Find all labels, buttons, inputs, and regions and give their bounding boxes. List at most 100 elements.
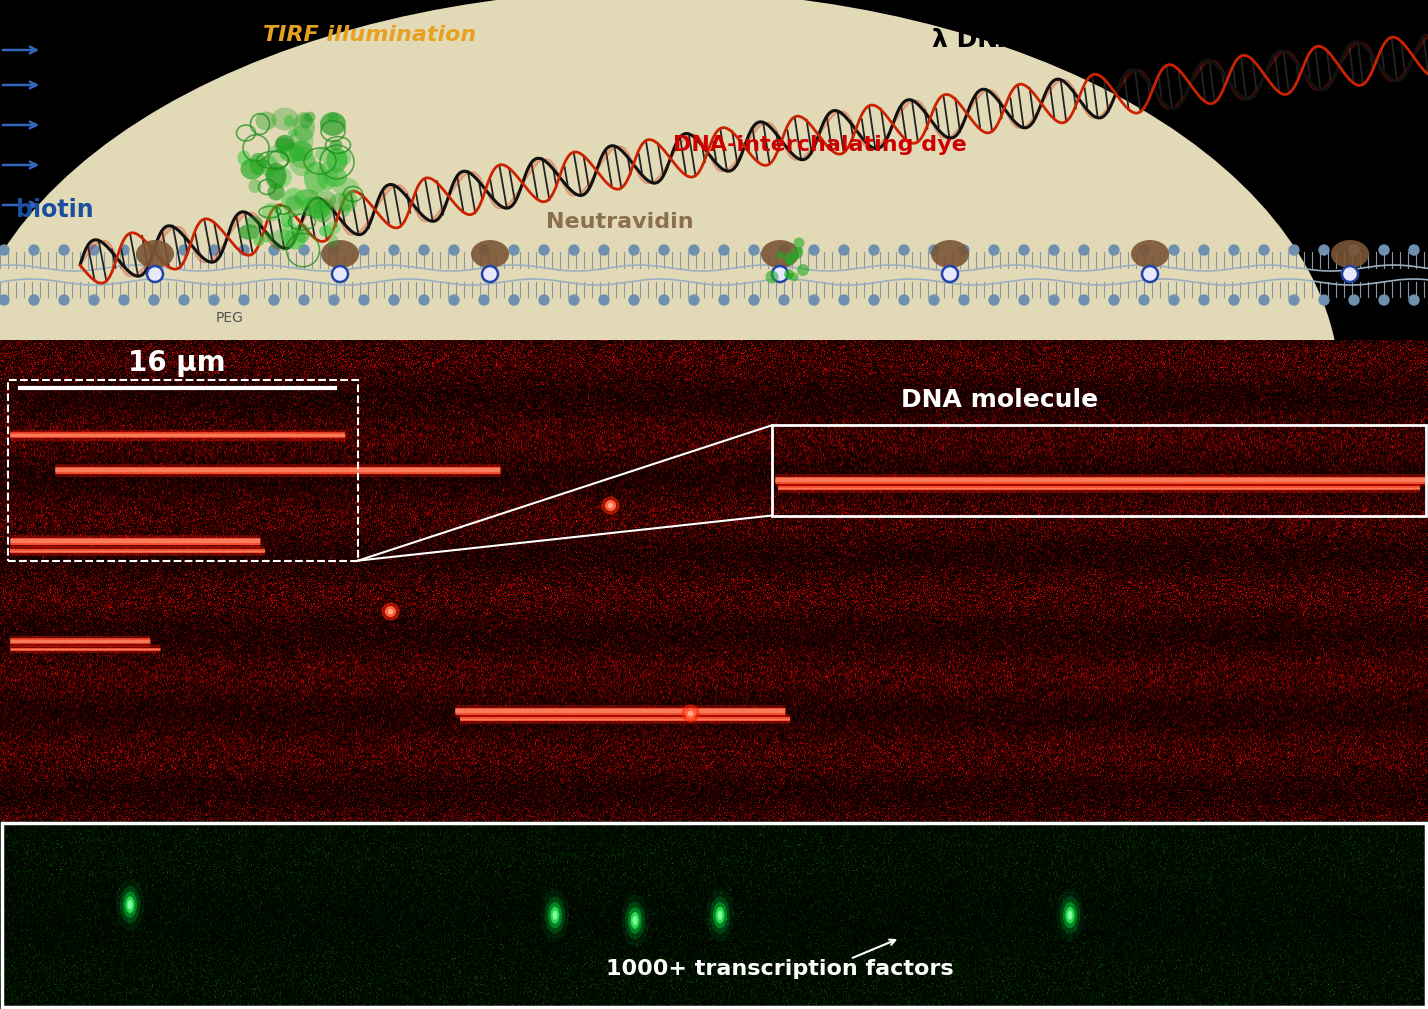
Circle shape <box>1230 245 1240 255</box>
Ellipse shape <box>276 145 288 152</box>
Ellipse shape <box>328 193 356 211</box>
Ellipse shape <box>326 221 340 235</box>
Bar <box>9 380 358 561</box>
Circle shape <box>448 295 458 305</box>
Ellipse shape <box>471 240 508 268</box>
Circle shape <box>89 295 99 305</box>
Circle shape <box>328 295 338 305</box>
Circle shape <box>1020 245 1030 255</box>
Circle shape <box>298 295 308 305</box>
Circle shape <box>1289 295 1299 305</box>
Ellipse shape <box>281 221 297 233</box>
Ellipse shape <box>308 203 330 219</box>
Ellipse shape <box>237 150 250 165</box>
Ellipse shape <box>0 0 1339 790</box>
Circle shape <box>268 295 278 305</box>
Circle shape <box>238 295 248 305</box>
Circle shape <box>1200 295 1210 305</box>
Ellipse shape <box>284 115 294 127</box>
Ellipse shape <box>545 896 565 934</box>
Ellipse shape <box>790 272 798 282</box>
Circle shape <box>720 295 730 305</box>
Circle shape <box>840 245 850 255</box>
Circle shape <box>750 245 760 255</box>
Ellipse shape <box>313 199 333 223</box>
Ellipse shape <box>116 879 144 931</box>
Circle shape <box>178 245 188 255</box>
Circle shape <box>930 295 940 305</box>
Ellipse shape <box>337 150 351 165</box>
Text: PEG: PEG <box>216 311 244 325</box>
Circle shape <box>388 295 398 305</box>
Ellipse shape <box>553 910 557 920</box>
Circle shape <box>478 295 488 305</box>
Circle shape <box>1050 245 1060 255</box>
Ellipse shape <box>304 161 328 195</box>
Circle shape <box>1289 245 1299 255</box>
Circle shape <box>1379 295 1389 305</box>
Ellipse shape <box>775 251 784 259</box>
Text: 16 μm: 16 μm <box>129 349 226 377</box>
Circle shape <box>1080 295 1090 305</box>
Circle shape <box>942 266 958 283</box>
Circle shape <box>331 266 348 283</box>
Circle shape <box>1259 295 1269 305</box>
Ellipse shape <box>267 145 287 163</box>
Ellipse shape <box>330 139 343 150</box>
Ellipse shape <box>316 146 341 162</box>
Circle shape <box>1349 245 1359 255</box>
Ellipse shape <box>266 165 291 189</box>
Circle shape <box>147 266 163 283</box>
Ellipse shape <box>793 252 800 259</box>
Text: λ DNA (48 kb): λ DNA (48 kb) <box>932 28 1128 52</box>
Circle shape <box>688 295 698 305</box>
Circle shape <box>930 245 940 255</box>
Circle shape <box>538 245 548 255</box>
Circle shape <box>119 245 129 255</box>
Circle shape <box>960 245 970 255</box>
Ellipse shape <box>301 197 326 215</box>
Circle shape <box>1020 295 1030 305</box>
Circle shape <box>810 245 820 255</box>
Circle shape <box>598 245 608 255</box>
Ellipse shape <box>280 143 304 162</box>
Ellipse shape <box>797 264 810 276</box>
Ellipse shape <box>271 108 298 130</box>
Circle shape <box>418 295 428 305</box>
Ellipse shape <box>280 230 293 241</box>
Ellipse shape <box>765 270 778 284</box>
Ellipse shape <box>785 256 794 265</box>
Ellipse shape <box>785 272 793 279</box>
Ellipse shape <box>248 179 261 193</box>
Circle shape <box>720 245 730 255</box>
Ellipse shape <box>294 223 310 243</box>
Ellipse shape <box>551 907 560 923</box>
Ellipse shape <box>338 190 357 212</box>
Ellipse shape <box>288 141 313 161</box>
Circle shape <box>388 245 398 255</box>
Circle shape <box>478 245 488 255</box>
Ellipse shape <box>631 912 640 929</box>
Ellipse shape <box>318 191 336 210</box>
Circle shape <box>508 295 518 305</box>
Ellipse shape <box>136 240 174 268</box>
Circle shape <box>418 245 428 255</box>
Ellipse shape <box>323 167 347 187</box>
Ellipse shape <box>628 907 643 933</box>
Ellipse shape <box>330 150 346 167</box>
Ellipse shape <box>321 240 358 268</box>
Ellipse shape <box>784 252 795 264</box>
Circle shape <box>750 295 760 305</box>
Circle shape <box>1349 295 1359 305</box>
Circle shape <box>448 245 458 255</box>
Circle shape <box>1110 295 1120 305</box>
Circle shape <box>89 245 99 255</box>
Circle shape <box>960 295 970 305</box>
Ellipse shape <box>931 240 970 268</box>
Ellipse shape <box>713 902 727 928</box>
Circle shape <box>870 295 880 305</box>
Text: biotin: biotin <box>16 198 94 222</box>
Circle shape <box>840 295 850 305</box>
Text: Neutravidin: Neutravidin <box>545 212 694 232</box>
Circle shape <box>1140 295 1150 305</box>
